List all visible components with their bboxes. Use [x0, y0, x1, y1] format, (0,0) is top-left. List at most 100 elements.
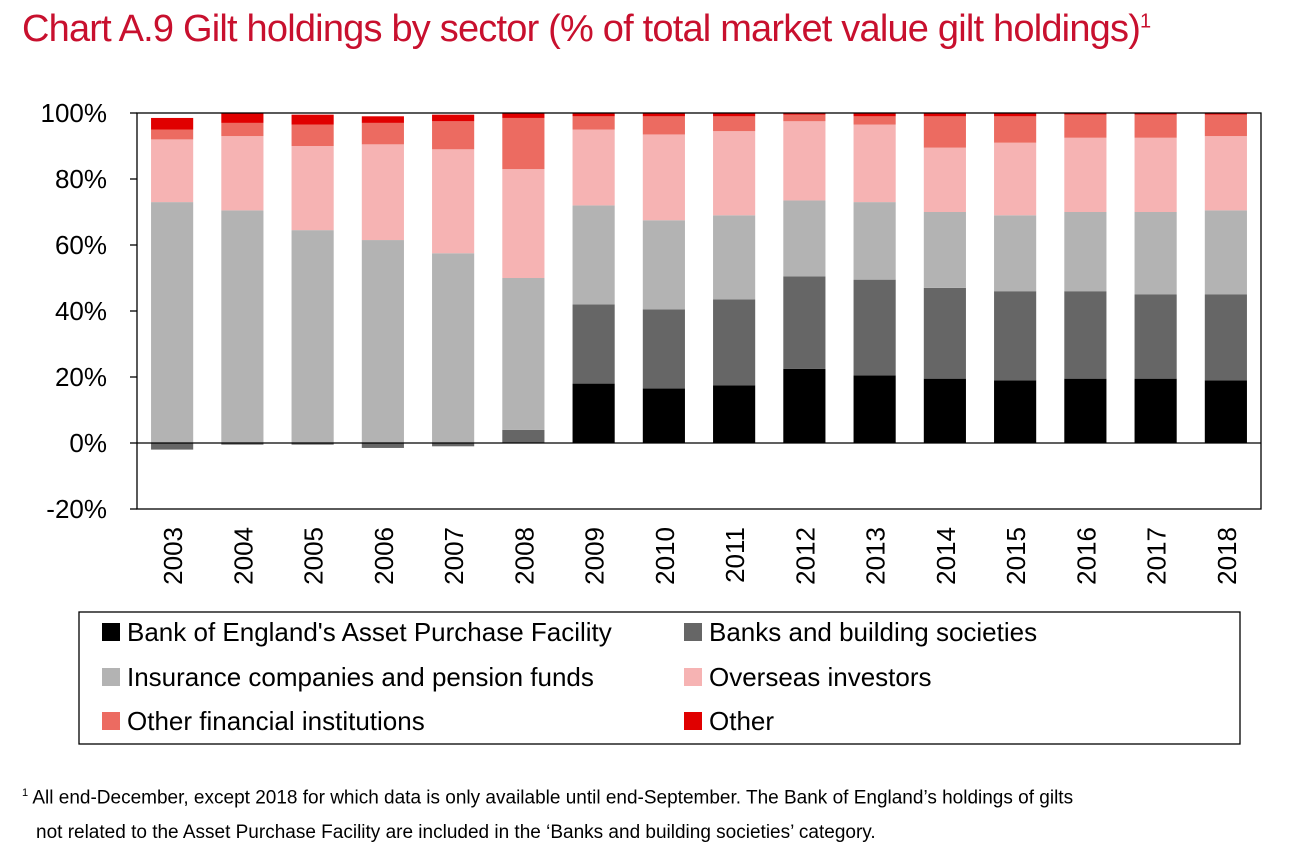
- bar-other-financial-institutions-2013: [853, 116, 896, 125]
- bar-banks-and-building-societies-2018: [1204, 294, 1247, 381]
- bar-overseas-investors-2017: [1134, 137, 1177, 212]
- bar-other-2014: [923, 113, 966, 117]
- bar-bank-of-england-s-asset-purchase-facility-2015: [994, 380, 1037, 443]
- bar-other-2013: [853, 113, 896, 117]
- bar-banks-and-building-societies-2010: [642, 309, 685, 389]
- bar-overseas-investors-2009: [572, 129, 615, 206]
- bar-other-financial-institutions-2012: [783, 114, 826, 122]
- bar-banks-and-building-societies-2015: [994, 291, 1037, 381]
- bar-other-financial-institutions-2010: [642, 116, 685, 135]
- bar-other-financial-institutions-2015: [994, 116, 1037, 143]
- bar-insurance-companies-and-pension-funds-2005: [291, 230, 334, 443]
- bar-banks-and-building-societies-2017: [1134, 294, 1177, 379]
- bar-banks-and-building-societies-2009: [572, 304, 615, 384]
- bar-banks-and-building-societies-2003: [151, 443, 194, 450]
- legend-swatch-other-financial-institutions: [102, 712, 120, 730]
- bar-insurance-companies-and-pension-funds-2004: [221, 210, 264, 443]
- bar-other-financial-institutions-2005: [291, 124, 334, 146]
- bar-other-financial-institutions-2003: [151, 129, 194, 140]
- legend-swatch-other: [684, 712, 702, 730]
- bar-insurance-companies-and-pension-funds-2006: [361, 240, 404, 443]
- y-tick-label: 0%: [69, 428, 107, 458]
- bar-other-2007: [432, 114, 475, 122]
- bar-other-financial-institutions-2004: [221, 122, 264, 137]
- y-tick-label: 40%: [55, 296, 107, 326]
- bar-other-2012: [783, 113, 826, 115]
- x-tick-label: 2016: [1071, 527, 1101, 585]
- bar-other-2017: [1134, 113, 1177, 115]
- x-tick-label: 2007: [439, 527, 469, 585]
- legend-swatch-insurance-companies-and-pension-funds: [102, 668, 120, 686]
- x-tick-label: 2006: [369, 527, 399, 585]
- x-tick-label: 2003: [158, 527, 188, 585]
- bar-banks-and-building-societies-2016: [1064, 291, 1107, 379]
- bar-insurance-companies-and-pension-funds-2013: [853, 202, 896, 280]
- footnote-line-1: All end-December, except 2018 for which …: [32, 787, 1074, 809]
- bar-bank-of-england-s-asset-purchase-facility-2009: [572, 383, 615, 443]
- bar-other-2015: [994, 113, 1037, 117]
- bar-overseas-investors-2005: [291, 146, 334, 231]
- bar-bank-of-england-s-asset-purchase-facility-2010: [642, 388, 685, 443]
- x-axis: 2003 2004 2005 2006 2007 2008 2009 2010 2011 2012…: [158, 527, 1242, 585]
- bar-other-financial-institutions-2011: [713, 116, 756, 132]
- bar-insurance-companies-and-pension-funds-2014: [923, 212, 966, 288]
- bar-overseas-investors-2013: [853, 124, 896, 203]
- legend-label-banks-and-building-societies: Banks and building societies: [709, 617, 1037, 647]
- bar-other-2011: [713, 113, 756, 117]
- bar-bank-of-england-s-asset-purchase-facility-2017: [1134, 378, 1177, 443]
- y-tick-label: 80%: [55, 164, 107, 194]
- legend-label-insurance-companies-and-pension-funds: Insurance companies and pension funds: [127, 662, 594, 692]
- chart-title-footnote-marker: 1: [1140, 10, 1152, 33]
- x-tick-label: 2011: [720, 527, 750, 583]
- bar-overseas-investors-2004: [221, 136, 264, 211]
- bar-banks-and-building-societies-2014: [923, 287, 966, 379]
- bar-other-2009: [572, 113, 615, 117]
- bar-insurance-companies-and-pension-funds-2016: [1064, 212, 1107, 292]
- bar-bank-of-england-s-asset-purchase-facility-2012: [783, 368, 826, 443]
- bar-overseas-investors-2014: [923, 147, 966, 212]
- bar-other-financial-institutions-2018: [1204, 114, 1247, 137]
- footnote: 1 All end-December, except 2018 for whic…: [22, 776, 1292, 850]
- bar-other-2018: [1204, 113, 1247, 115]
- x-tick-label: 2010: [650, 527, 680, 585]
- bar-other-financial-institutions-2016: [1064, 114, 1107, 138]
- bar-insurance-companies-and-pension-funds-2012: [783, 200, 826, 277]
- x-tick-label: 2009: [580, 527, 610, 585]
- stacked-bar-chart: -20%0%20%40%60%80%100% 2003 2004 2005 2006 2…: [41, 98, 1262, 745]
- legend-label-other-financial-institutions: Other financial institutions: [127, 706, 425, 736]
- bar-overseas-investors-2007: [432, 149, 475, 254]
- bar-banks-and-building-societies-2012: [783, 276, 826, 369]
- y-tick-label: 100%: [41, 98, 108, 128]
- bar-overseas-investors-2012: [783, 121, 826, 201]
- bar-other-2008: [502, 113, 545, 118]
- legend-swatch-bank-of-england-s-asset-purchase-facility: [102, 623, 120, 641]
- bar-insurance-companies-and-pension-funds-2008: [502, 278, 545, 430]
- bar-bank-of-england-s-asset-purchase-facility-2014: [923, 378, 966, 443]
- chart-title: Chart A.9 Gilt holdings by sector (% of …: [22, 8, 1151, 51]
- x-tick-label: 2004: [228, 527, 258, 585]
- legend-label-other: Other: [709, 706, 774, 736]
- legend-label-bank-of-england-s-asset-purchase-facility: Bank of England's Asset Purchase Facilit…: [127, 617, 612, 647]
- x-tick-label: 2015: [1001, 527, 1031, 585]
- bar-bank-of-england-s-asset-purchase-facility-2016: [1064, 378, 1107, 443]
- bar-other-2005: [291, 114, 334, 125]
- bar-other-2003: [151, 117, 194, 130]
- bar-overseas-investors-2010: [642, 134, 685, 221]
- bar-banks-and-building-societies-2011: [713, 299, 756, 386]
- bar-overseas-investors-2011: [713, 131, 756, 216]
- x-tick-label: 2018: [1212, 527, 1242, 585]
- chart-title-text: Chart A.9 Gilt holdings by sector (% of …: [22, 8, 1141, 50]
- bar-bank-of-england-s-asset-purchase-facility-2011: [713, 385, 756, 443]
- bar-other-2006: [361, 116, 404, 123]
- bar-banks-and-building-societies-2008: [502, 429, 545, 443]
- bar-overseas-investors-2003: [151, 139, 194, 203]
- bar-other-financial-institutions-2009: [572, 116, 615, 130]
- bar-other-financial-institutions-2006: [361, 122, 404, 145]
- legend-label-overseas-investors: Overseas investors: [709, 662, 932, 692]
- legend: Bank of England's Asset Purchase Facilit…: [78, 611, 1241, 745]
- y-axis: -20% 0% 20% 40% 60% 80% 100%: [41, 98, 137, 524]
- bar-insurance-companies-and-pension-funds-2011: [713, 215, 756, 300]
- bar-banks-and-building-societies-2006: [361, 443, 404, 448]
- bar-banks-and-building-societies-2004: [221, 443, 264, 445]
- bar-overseas-investors-2015: [994, 142, 1037, 216]
